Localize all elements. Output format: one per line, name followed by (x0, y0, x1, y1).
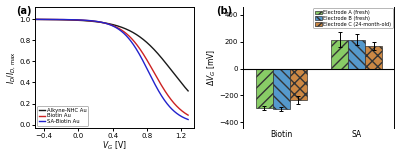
Biotin Au (33, 18, 38, 20)
Bar (256, 69, 272, 108)
Biotin Au (129, 37, 134, 39)
SA-Biotin Au (143, 65, 148, 67)
SA-Biotin Au (83, 19, 88, 21)
Text: (b): (b) (216, 6, 232, 15)
Alkyne-NHC Au (94, 21, 98, 23)
X-axis label: $V_G$ [V]: $V_G$ [V] (102, 140, 127, 152)
Alkyne-NHC Au (144, 41, 149, 43)
Alkyne-NHC Au (83, 20, 88, 22)
Biotin Au (144, 58, 149, 60)
Bar (365, 46, 382, 69)
Bar (272, 69, 290, 109)
Bar (348, 40, 365, 69)
Y-axis label: $I_D/I_{D,\,\mathrm{max}}$: $I_D/I_{D,\,\mathrm{max}}$ (6, 51, 18, 84)
Y-axis label: $\Delta V_G$ [mV]: $\Delta V_G$ [mV] (205, 49, 218, 86)
Alkyne-NHC Au (186, 90, 190, 92)
SA-Biotin Au (186, 118, 190, 120)
SA-Biotin Au (94, 20, 98, 22)
Legend: Electrode A (fresh), Electrode B (fresh), Electrode C (24-month-old): Electrode A (fresh), Electrode B (fresh)… (313, 8, 393, 28)
Line: SA-Biotin Au: SA-Biotin Au (35, 19, 188, 119)
Alkyne-NHC Au (51, 19, 56, 21)
SA-Biotin Au (51, 18, 56, 20)
Biotin Au (83, 19, 88, 21)
Line: Biotin Au: Biotin Au (35, 19, 188, 115)
Alkyne-NHC Au (129, 31, 134, 33)
SA-Biotin Au (129, 41, 134, 43)
Biotin Au (186, 114, 190, 116)
Line: Alkyne-NHC Au: Alkyne-NHC Au (35, 19, 188, 91)
Bar (331, 40, 348, 69)
Legend: Alkyne-NHC Au, Biotin Au, SA-Biotin Au: Alkyne-NHC Au, Biotin Au, SA-Biotin Au (37, 106, 88, 126)
Alkyne-NHC Au (33, 18, 38, 20)
Bar (290, 69, 306, 100)
Biotin Au (94, 21, 98, 22)
Biotin Au (51, 18, 56, 20)
Text: (a): (a) (16, 6, 32, 15)
Alkyne-NHC Au (143, 40, 148, 42)
SA-Biotin Au (144, 67, 149, 68)
Biotin Au (143, 57, 148, 59)
SA-Biotin Au (33, 18, 38, 20)
